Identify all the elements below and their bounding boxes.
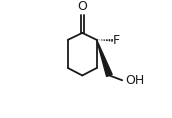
Polygon shape [97,40,112,76]
Text: O: O [77,0,87,13]
Text: F: F [113,34,120,47]
Text: OH: OH [125,74,145,87]
